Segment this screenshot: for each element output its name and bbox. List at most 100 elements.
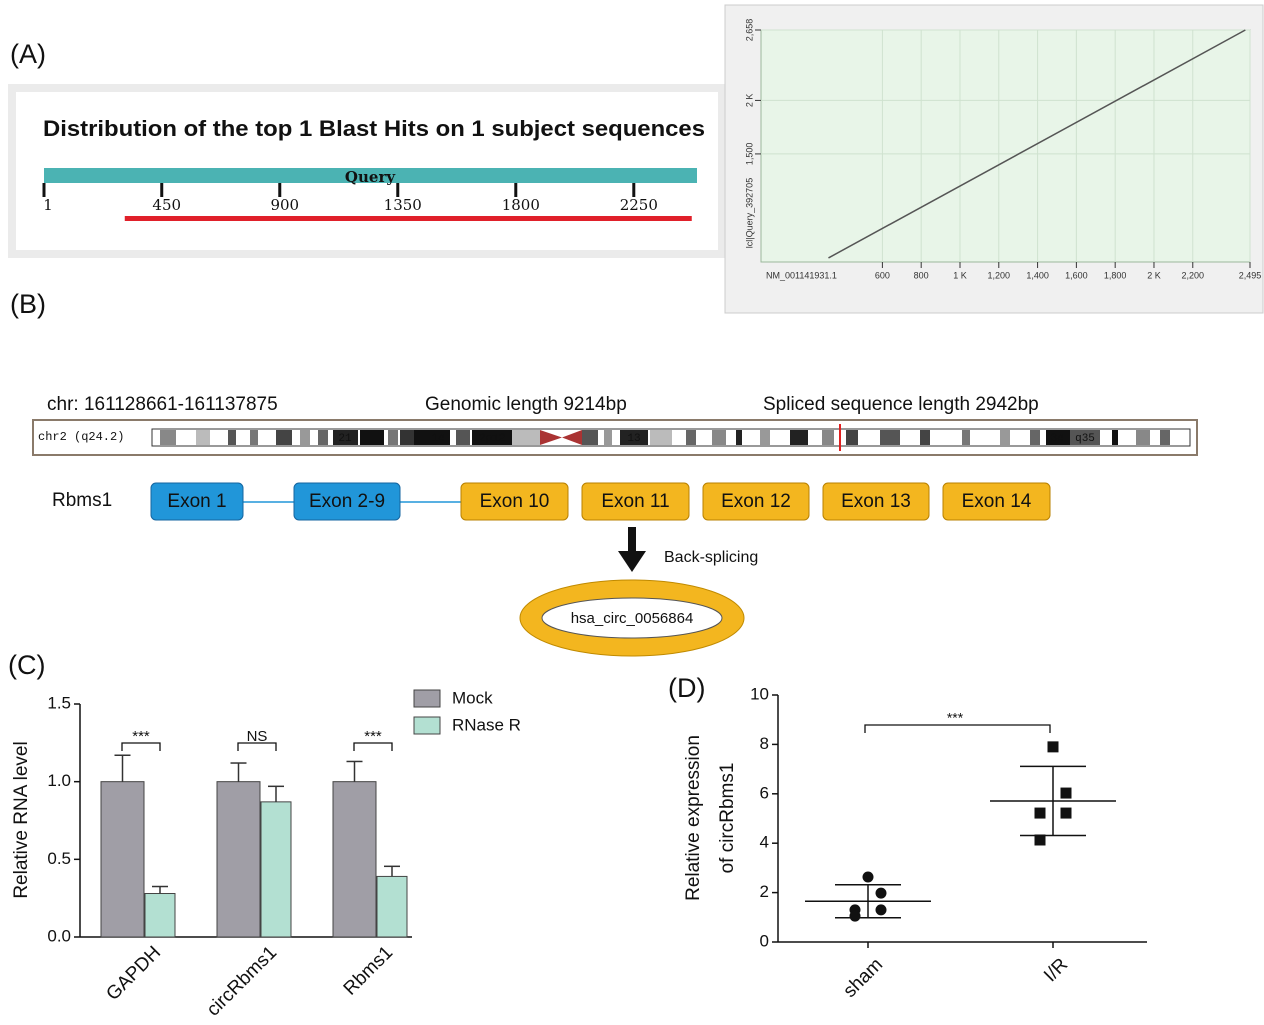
x-tick-label: 2,200 — [1182, 270, 1205, 280]
exon-label: Exon 14 — [962, 491, 1032, 512]
panel-label: (D) — [668, 673, 705, 703]
y-tick-label: 1.0 — [47, 771, 71, 790]
bar — [101, 782, 144, 937]
x-tick-label: 450 — [152, 196, 181, 214]
chromosome-band — [400, 430, 414, 445]
query-label: Query — [345, 168, 396, 186]
chr-range: chr: 161128661-161137875 — [47, 394, 278, 415]
x-tick-label: 1,600 — [1065, 270, 1088, 280]
chromosome-band — [300, 430, 310, 445]
significance-label: NS — [247, 728, 268, 745]
chromosome-band — [880, 430, 900, 445]
circ-name: hsa_circ_0056864 — [571, 610, 694, 627]
chromosome-band — [1030, 430, 1040, 445]
chromosome-band — [388, 430, 398, 445]
y-axis-label: Relative RNA level — [11, 741, 32, 898]
chromosome-band — [1160, 430, 1170, 445]
bar — [333, 782, 376, 937]
data-point — [876, 888, 887, 899]
x-tick-label: 2250 — [620, 196, 658, 214]
x-tick-label: 900 — [270, 196, 299, 214]
bar — [217, 782, 260, 937]
y-tick-label: 0.0 — [47, 926, 71, 945]
x-tick-label: 1 — [43, 196, 53, 214]
exon-label: Exon 13 — [841, 491, 911, 512]
significance-label: *** — [364, 728, 382, 745]
chromosome-band — [582, 430, 598, 445]
x-tick-label: 1800 — [502, 196, 540, 214]
chromosome-band — [228, 430, 236, 445]
band-label: 13 — [627, 433, 640, 445]
chromosome-band — [512, 430, 540, 445]
gene-name: Rbms1 — [52, 490, 112, 511]
y-axis-label: of circRbms1 — [717, 763, 738, 874]
significance-label: *** — [947, 710, 964, 726]
panel-label: (C) — [8, 650, 45, 680]
exon-label: Exon 1 — [167, 491, 226, 512]
x-tick-label: 1,200 — [988, 270, 1011, 280]
genomic-length: Genomic length 9214bp — [425, 394, 627, 415]
band-label: 14 — [431, 433, 445, 445]
x-tick-label: 1,800 — [1104, 270, 1127, 280]
y-axis-label: lcl|Query_392705 — [744, 178, 754, 248]
bar — [261, 802, 291, 937]
panel-label: (A) — [10, 39, 46, 69]
chromosome-band — [456, 430, 470, 445]
chromosome-band — [712, 430, 726, 445]
chromosome-band — [604, 430, 612, 445]
panel-label: (B) — [10, 289, 46, 319]
y-axis-label: Relative expression — [683, 735, 704, 901]
legend-swatch — [414, 690, 440, 707]
arrow-shaft — [628, 527, 636, 553]
chromosome-band — [650, 430, 672, 445]
chromosome-band — [736, 430, 742, 445]
chromosome-band — [760, 430, 770, 445]
exon-label: Exon 2-9 — [309, 491, 385, 512]
chromosome-band — [790, 430, 808, 445]
y-tick-label: 6 — [760, 783, 769, 802]
y-tick-label: 1.5 — [47, 693, 71, 712]
data-point — [1061, 788, 1072, 799]
chromosome-band — [196, 430, 210, 445]
legend-label: Mock — [452, 688, 493, 707]
y-tick-label: 10 — [750, 684, 769, 703]
band-label: 34 — [1050, 433, 1064, 445]
bar — [377, 876, 407, 937]
chromosome-band — [250, 430, 258, 445]
x-tick-label: 1,400 — [1026, 270, 1049, 280]
x-tick-label: 600 — [875, 270, 890, 280]
x-tick-label: 800 — [914, 270, 929, 280]
arrow-label: Back-splicing — [664, 549, 758, 566]
exon-label: Exon 12 — [721, 491, 791, 512]
y-tick-label: 2,658 — [744, 19, 754, 42]
exon-label: Exon 11 — [601, 491, 669, 512]
bar — [145, 894, 175, 937]
y-tick-label: 8 — [760, 734, 769, 753]
chromosome-label: chr2 (q24.2) — [38, 430, 124, 444]
legend-label: RNase R — [452, 715, 521, 734]
y-tick-label: 2 — [760, 882, 769, 901]
exon-label: Exon 10 — [480, 491, 550, 512]
chromosome-band — [160, 430, 176, 445]
band-label: 21 — [338, 433, 352, 445]
data-point — [876, 904, 887, 915]
data-point — [1061, 808, 1072, 819]
chromosome-band — [962, 430, 970, 445]
y-tick-label: 0.5 — [47, 849, 71, 868]
blast-title: Distribution of the top 1 Blast Hits on … — [43, 116, 705, 141]
data-point — [863, 872, 874, 883]
x-axis-label: NM_001141931.1 — [766, 270, 837, 280]
chromosome-band — [276, 430, 292, 445]
band-label: q35 — [1075, 433, 1095, 445]
chromosome-band — [360, 430, 384, 445]
data-point — [1035, 808, 1046, 819]
chromosome-band — [1136, 430, 1150, 445]
chromosome-band — [1112, 430, 1118, 445]
figure: (A) (B) (C) (D) Distribution of the top … — [0, 0, 1264, 1025]
chromosome-band — [318, 430, 328, 445]
chromosome-band — [686, 430, 696, 445]
data-point — [1048, 741, 1059, 752]
dotplot-area — [761, 30, 1250, 262]
chromosome-band — [920, 430, 930, 445]
spliced-length: Spliced sequence length 2942bp — [763, 394, 1039, 415]
